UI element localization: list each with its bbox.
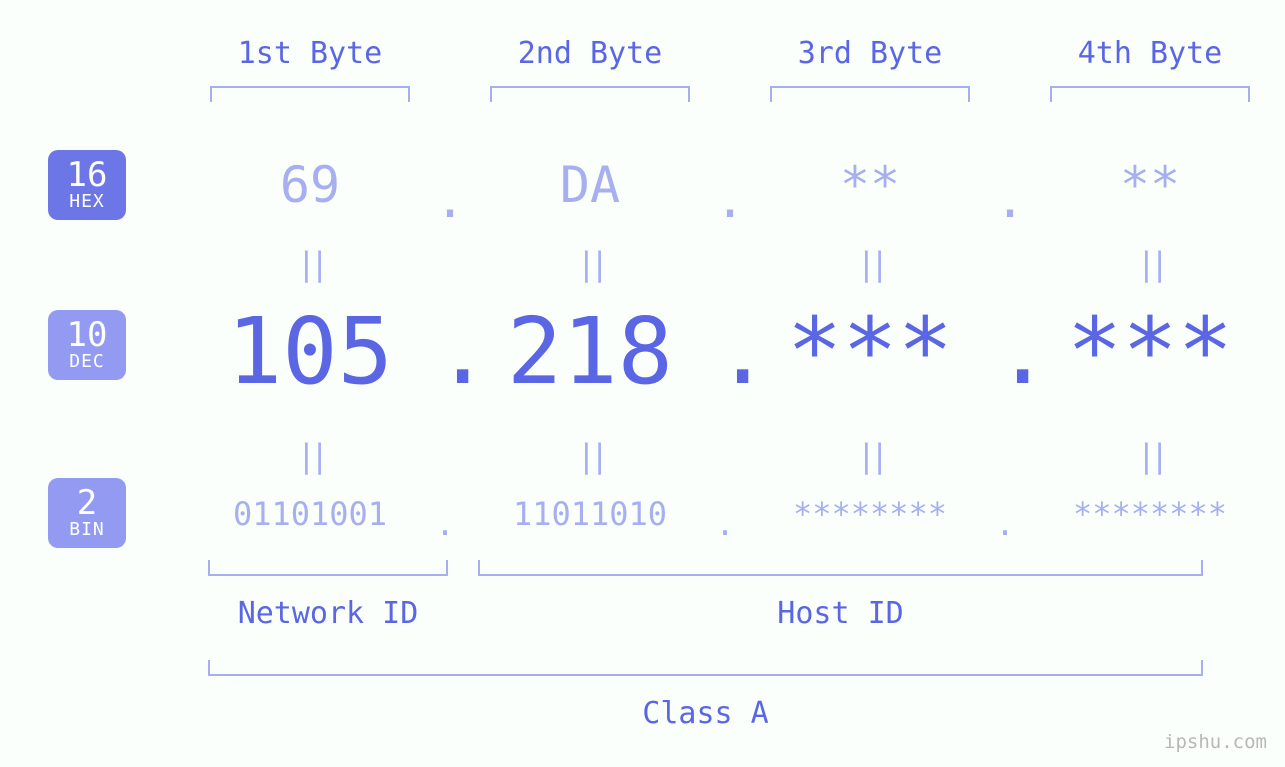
badge-dec-label: DEC [48,353,126,372]
dec-byte-2: 218 [460,306,720,398]
ip-byte-diagram: 16 HEX 10 DEC 2 BIN 1st Byte 69 || 105 |… [0,0,1285,767]
equals-icon: || [180,440,440,472]
equals-icon: || [1020,248,1280,280]
equals-icon: || [460,248,720,280]
byte-bracket-3 [770,86,970,102]
class-label: Class A [208,696,1203,731]
byte-bracket-1 [210,86,410,102]
byte-column-3: 3rd Byte ** || *** || ******** [740,0,1000,767]
dec-byte-4: *** [1020,306,1280,398]
bin-byte-2: 11011010 [460,498,720,530]
bin-byte-3: ******** [740,498,1000,530]
network-id-label: Network ID [208,596,448,631]
hex-byte-1: 69 [180,160,440,210]
badge-dec-base: 10 [48,318,126,354]
badge-bin-label: BIN [48,521,126,540]
dec-byte-1: 105 [180,306,440,398]
byte-bracket-2 [490,86,690,102]
dec-byte-3: *** [740,306,1000,398]
byte-header-1: 1st Byte [180,36,440,71]
byte-column-2: 2nd Byte DA || 218 || 11011010 [460,0,720,767]
dot-separator: . [995,306,1015,398]
hex-byte-3: ** [740,160,1000,210]
host-id-label: Host ID [478,596,1203,631]
dot-separator: . [435,175,455,225]
dot-separator: . [715,306,735,398]
dot-separator: . [995,508,1015,540]
bin-byte-1: 01101001 [180,498,440,530]
equals-icon: || [1020,440,1280,472]
network-id-bracket [208,560,448,576]
host-id-bracket [478,560,1203,576]
byte-columns: 1st Byte 69 || 105 || 01101001 2nd Byte … [180,0,1255,767]
watermark: ipshu.com [1164,731,1267,753]
byte-column-4: 4th Byte ** || *** || ******** [1020,0,1280,767]
dot-separator: . [435,508,455,540]
equals-icon: || [460,440,720,472]
equals-icon: || [180,248,440,280]
equals-icon: || [740,440,1000,472]
badge-bin-base: 2 [48,486,126,522]
dot-separator: . [715,508,735,540]
byte-header-3: 3rd Byte [740,36,1000,71]
byte-header-2: 2nd Byte [460,36,720,71]
badge-hex-base: 16 [48,158,126,194]
badge-hex: 16 HEX [48,150,126,220]
byte-header-4: 4th Byte [1020,36,1280,71]
equals-icon: || [740,248,1000,280]
badge-dec: 10 DEC [48,310,126,380]
badge-hex-label: HEX [48,193,126,212]
byte-bracket-4 [1050,86,1250,102]
dot-separator: . [995,175,1015,225]
byte-column-1: 1st Byte 69 || 105 || 01101001 [180,0,440,767]
hex-byte-2: DA [460,160,720,210]
hex-byte-4: ** [1020,160,1280,210]
badge-bin: 2 BIN [48,478,126,548]
dot-separator: . [435,306,455,398]
bin-byte-4: ******** [1020,498,1280,530]
dot-separator: . [715,175,735,225]
class-bracket [208,660,1203,676]
